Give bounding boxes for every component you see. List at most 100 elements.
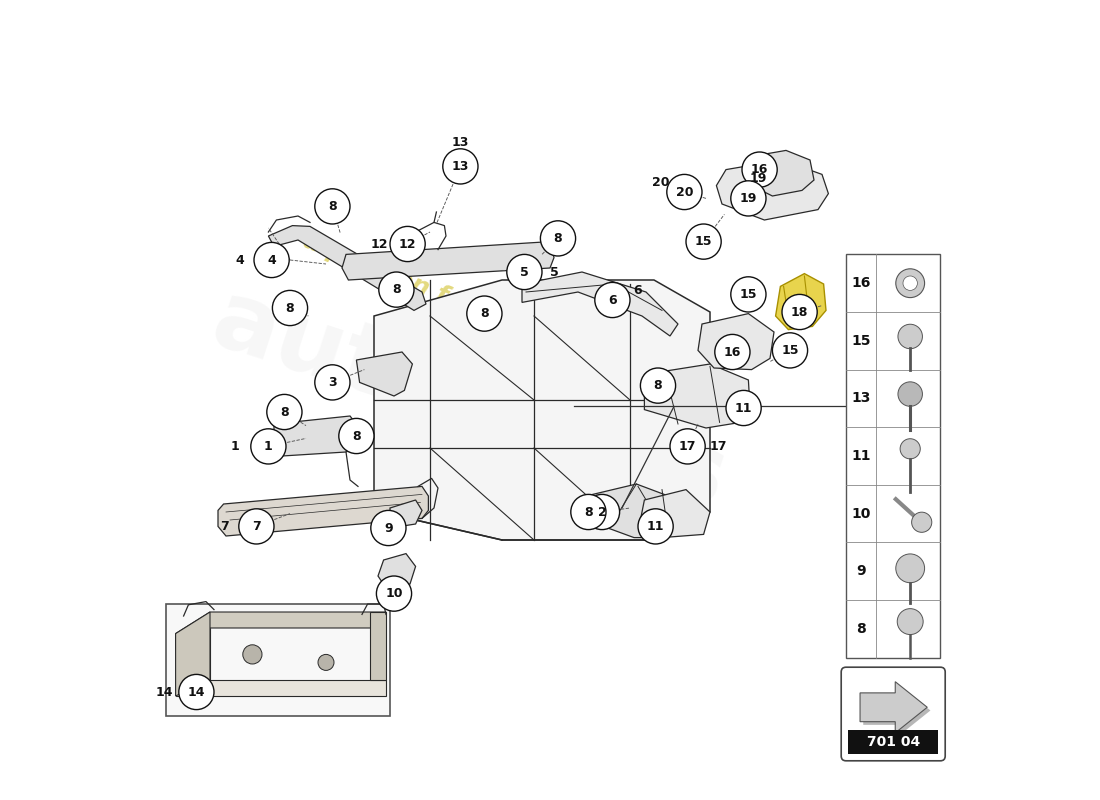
Polygon shape — [356, 352, 412, 396]
Circle shape — [638, 509, 673, 544]
Circle shape — [243, 645, 262, 664]
Text: 13: 13 — [452, 136, 469, 149]
Text: 14: 14 — [156, 686, 173, 698]
Text: 20: 20 — [675, 186, 693, 198]
Polygon shape — [268, 226, 426, 310]
Circle shape — [390, 226, 426, 262]
Text: 12: 12 — [371, 238, 388, 250]
Text: 4: 4 — [267, 254, 276, 266]
Polygon shape — [176, 628, 386, 696]
Polygon shape — [378, 554, 416, 588]
Circle shape — [179, 674, 214, 710]
Circle shape — [742, 152, 778, 187]
Bar — [848, 730, 938, 754]
Circle shape — [715, 334, 750, 370]
Circle shape — [730, 277, 766, 312]
Circle shape — [903, 276, 917, 290]
Circle shape — [898, 609, 923, 634]
Polygon shape — [776, 274, 826, 330]
Circle shape — [640, 368, 675, 403]
Text: 19: 19 — [749, 172, 767, 185]
Text: 2: 2 — [597, 506, 606, 518]
Text: 8: 8 — [584, 506, 593, 518]
Circle shape — [507, 254, 542, 290]
Polygon shape — [370, 612, 386, 680]
Circle shape — [898, 382, 923, 406]
Text: 8: 8 — [653, 379, 662, 392]
Text: 3: 3 — [328, 376, 337, 389]
Circle shape — [726, 390, 761, 426]
Polygon shape — [522, 272, 678, 336]
Circle shape — [273, 290, 308, 326]
FancyBboxPatch shape — [842, 667, 945, 761]
Text: 8: 8 — [352, 430, 361, 442]
Circle shape — [378, 272, 414, 307]
Circle shape — [667, 174, 702, 210]
Text: 5: 5 — [520, 266, 529, 278]
Circle shape — [895, 554, 925, 582]
Text: 701 04: 701 04 — [867, 735, 920, 749]
Text: 16: 16 — [851, 276, 871, 290]
Text: 7: 7 — [252, 520, 261, 533]
Text: 8: 8 — [328, 200, 337, 213]
Polygon shape — [374, 280, 710, 540]
Text: 17: 17 — [710, 440, 727, 453]
Polygon shape — [342, 242, 554, 280]
Circle shape — [254, 242, 289, 278]
Text: 19: 19 — [739, 192, 757, 205]
Polygon shape — [274, 416, 360, 456]
Circle shape — [595, 282, 630, 318]
Text: 15: 15 — [695, 235, 713, 248]
Text: 7: 7 — [220, 520, 229, 533]
Text: 8: 8 — [280, 406, 288, 418]
Text: 8: 8 — [392, 283, 400, 296]
Text: 9: 9 — [384, 522, 393, 534]
Text: 8: 8 — [856, 622, 866, 636]
Text: 1: 1 — [264, 440, 273, 453]
Text: 8: 8 — [480, 307, 488, 320]
Polygon shape — [645, 364, 750, 428]
Polygon shape — [639, 490, 710, 538]
Text: 11: 11 — [851, 449, 871, 463]
Circle shape — [443, 149, 478, 184]
Text: 12: 12 — [399, 238, 416, 250]
Text: 1: 1 — [230, 440, 239, 453]
Polygon shape — [176, 612, 386, 650]
Circle shape — [782, 294, 817, 330]
Polygon shape — [218, 486, 428, 536]
Polygon shape — [716, 160, 828, 220]
Polygon shape — [176, 612, 210, 696]
Circle shape — [898, 324, 923, 349]
Text: 15: 15 — [781, 344, 799, 357]
Text: 17: 17 — [679, 440, 696, 453]
Polygon shape — [864, 685, 931, 736]
Text: autoparts: autoparts — [201, 273, 739, 527]
Text: 4: 4 — [235, 254, 244, 266]
Text: 18: 18 — [791, 306, 808, 318]
Text: 9: 9 — [857, 564, 866, 578]
Text: 10: 10 — [851, 506, 871, 521]
Circle shape — [900, 438, 921, 459]
Text: 13: 13 — [452, 160, 469, 173]
Circle shape — [730, 181, 766, 216]
Text: 15: 15 — [851, 334, 871, 348]
Circle shape — [895, 269, 925, 298]
Text: 8: 8 — [286, 302, 295, 314]
Circle shape — [318, 654, 334, 670]
Polygon shape — [698, 314, 774, 370]
Circle shape — [571, 494, 606, 530]
Text: 8: 8 — [553, 232, 562, 245]
Circle shape — [371, 510, 406, 546]
Text: 16: 16 — [751, 163, 768, 176]
Circle shape — [686, 224, 722, 259]
Text: 11: 11 — [735, 402, 752, 414]
Bar — [166, 604, 390, 716]
Circle shape — [912, 512, 932, 532]
Polygon shape — [860, 682, 927, 733]
Text: 16: 16 — [724, 346, 741, 358]
Polygon shape — [748, 150, 814, 196]
Circle shape — [466, 296, 502, 331]
Circle shape — [772, 333, 807, 368]
Circle shape — [267, 394, 303, 430]
Text: 13: 13 — [851, 391, 871, 406]
